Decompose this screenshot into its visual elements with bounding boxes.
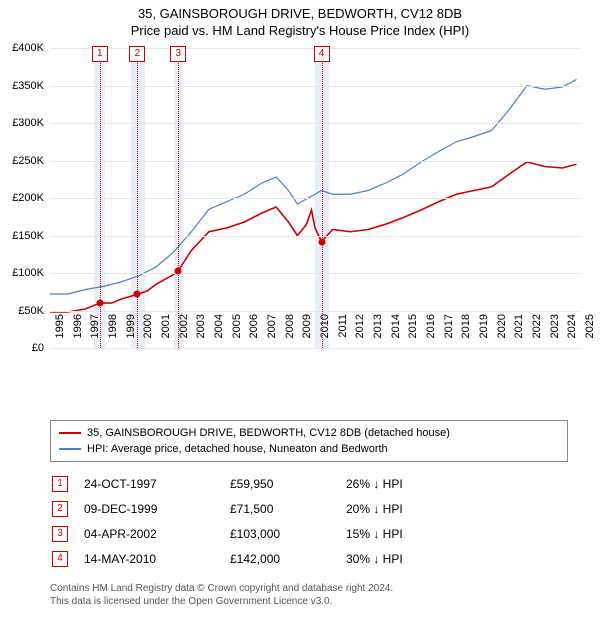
chart-title-block: 35, GAINSBOROUGH DRIVE, BEDWORTH, CV12 8… bbox=[0, 0, 600, 38]
sale-dot bbox=[175, 267, 182, 274]
y-tick-label: £100K bbox=[0, 267, 44, 279]
y-tick-label: £350K bbox=[0, 80, 44, 92]
trans-price: £71,500 bbox=[230, 497, 344, 520]
y-gridline bbox=[50, 123, 580, 124]
legend-row: HPI: Average price, detached house, Nune… bbox=[59, 441, 559, 457]
y-gridline bbox=[50, 236, 580, 237]
series-line bbox=[50, 162, 576, 312]
trans-price: £59,950 bbox=[230, 472, 344, 495]
trans-date: 14-MAY-2010 bbox=[84, 547, 228, 570]
marker-dashline bbox=[322, 48, 323, 348]
footer-line2: This data is licensed under the Open Gov… bbox=[50, 595, 600, 608]
chart-area: £0£50K£100K£150K£200K£250K£300K£350K£400… bbox=[50, 48, 580, 368]
legend-row: 35, GAINSBOROUGH DRIVE, BEDWORTH, CV12 8… bbox=[59, 425, 559, 441]
marker-dashline bbox=[178, 48, 179, 348]
series-line bbox=[50, 80, 576, 295]
marker-dashline bbox=[137, 48, 138, 348]
trans-date: 24-OCT-1997 bbox=[84, 472, 228, 495]
sale-dot bbox=[96, 300, 103, 307]
trans-price: £142,000 bbox=[230, 547, 344, 570]
table-row: 3 04-APR-2002£103,00015% ↓ HPI bbox=[52, 522, 417, 545]
legend-label: HPI: Average price, detached house, Nune… bbox=[87, 443, 388, 455]
trans-marker-3: 3 bbox=[52, 526, 68, 542]
sale-dot bbox=[318, 238, 325, 245]
y-tick-label: £150K bbox=[0, 230, 44, 242]
marker-box-2: 2 bbox=[129, 46, 145, 62]
trans-marker-4: 4 bbox=[52, 551, 68, 567]
y-tick-label: £400K bbox=[0, 42, 44, 54]
y-gridline bbox=[50, 348, 580, 349]
legend-box: 35, GAINSBOROUGH DRIVE, BEDWORTH, CV12 8… bbox=[50, 420, 568, 462]
footer-attribution: Contains HM Land Registry data © Crown c… bbox=[50, 582, 600, 608]
transactions-table: 1 24-OCT-1997£59,95026% ↓ HPI 2 09-DEC-1999… bbox=[50, 470, 419, 572]
table-row: 1 24-OCT-1997£59,95026% ↓ HPI bbox=[52, 472, 417, 495]
y-gridline bbox=[50, 198, 580, 199]
trans-date: 09-DEC-1999 bbox=[84, 497, 228, 520]
y-tick-label: £300K bbox=[0, 117, 44, 129]
trans-marker-2: 2 bbox=[52, 501, 68, 517]
y-tick-label: £50K bbox=[0, 305, 44, 317]
y-tick-label: £250K bbox=[0, 155, 44, 167]
y-gridline bbox=[50, 161, 580, 162]
y-tick-label: £200K bbox=[0, 192, 44, 204]
trans-diff: 30% ↓ HPI bbox=[346, 547, 417, 570]
legend-swatch bbox=[59, 448, 81, 450]
plot-area: £0£50K£100K£150K£200K£250K£300K£350K£400… bbox=[50, 48, 580, 349]
trans-diff: 15% ↓ HPI bbox=[346, 522, 417, 545]
footer-line1: Contains HM Land Registry data © Crown c… bbox=[50, 582, 600, 595]
sale-dot bbox=[134, 291, 141, 298]
y-gridline bbox=[50, 86, 580, 87]
trans-diff: 20% ↓ HPI bbox=[346, 497, 417, 520]
title-subtitle: Price paid vs. HM Land Registry's House … bbox=[0, 23, 600, 38]
trans-marker-1: 1 bbox=[52, 476, 68, 492]
marker-box-3: 3 bbox=[170, 46, 186, 62]
trans-date: 04-APR-2002 bbox=[84, 522, 228, 545]
title-address: 35, GAINSBOROUGH DRIVE, BEDWORTH, CV12 8… bbox=[0, 6, 600, 21]
legend-label: 35, GAINSBOROUGH DRIVE, BEDWORTH, CV12 8… bbox=[87, 427, 450, 439]
y-gridline bbox=[50, 311, 580, 312]
table-row: 2 09-DEC-1999£71,50020% ↓ HPI bbox=[52, 497, 417, 520]
marker-box-4: 4 bbox=[314, 46, 330, 62]
trans-diff: 26% ↓ HPI bbox=[346, 472, 417, 495]
y-gridline bbox=[50, 273, 580, 274]
legend-swatch bbox=[59, 432, 81, 434]
y-tick-label: £0 bbox=[0, 342, 44, 354]
trans-price: £103,000 bbox=[230, 522, 344, 545]
table-row: 4 14-MAY-2010£142,00030% ↓ HPI bbox=[52, 547, 417, 570]
marker-box-1: 1 bbox=[92, 46, 108, 62]
